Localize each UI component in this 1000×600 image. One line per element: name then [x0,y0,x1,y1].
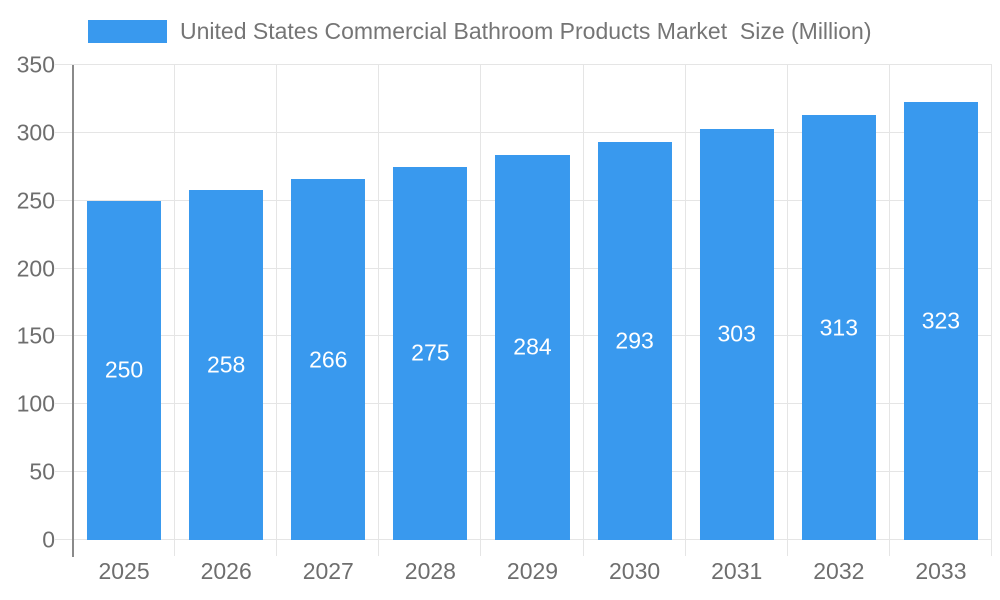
y-tick-mark-250 [55,199,73,201]
y-axis-tick-label-150: 150 [16,322,55,349]
y-tick-mark-150 [55,335,73,337]
legend-label[interactable]: United States Commercial Bathroom Produc… [180,18,872,44]
bar-value-label-2025: 250 [104,356,144,383]
h-gridline-300 [73,131,992,133]
x-axis-labels: 2025 2026 2027 2028 2029 2030 2031 2032 2033 [73,540,992,590]
y-axis-tick-label-0: 0 [42,526,55,553]
bar-slot-2029: 284 [481,65,583,540]
bar-2033[interactable]: 323 [903,101,978,540]
v-gridline-4 [480,65,482,540]
v-gridline-2 [276,65,278,540]
v-gridline-8 [888,65,890,540]
bar-value-label-2030: 293 [615,327,654,354]
v-gridline-5 [582,65,584,540]
bar-2031[interactable]: 303 [699,128,774,540]
plot-area: 250 258 266 275 284 293 303 313 323 [55,64,992,557]
y-tick-mark-200 [55,267,73,269]
bar-2032[interactable]: 313 [801,115,876,540]
x-tick-mark-4 [480,540,482,556]
y-axis-tick-label-300: 300 [16,119,55,146]
y-axis-tick-label-350: 350 [16,51,55,78]
x-tick-mark-7 [786,540,788,556]
bar-slot-2032: 313 [788,65,890,540]
bar-value-label-2026: 258 [206,351,246,378]
x-axis-tick-label-2031: 2031 [711,558,763,584]
y-axis-tick-label-250: 250 [16,187,55,214]
bar-slot-2031: 303 [686,65,788,540]
x-tick-mark-5 [582,540,584,556]
x-tick-mark-2 [276,540,278,556]
legend-item[interactable]: United States Commercial Bathroom Produc… [88,18,872,45]
bar-2028[interactable]: 275 [393,166,468,540]
y-axis-tick-label-100: 100 [16,390,55,417]
x-axis-tick-label-2032: 2032 [813,558,865,584]
y-tick-mark-100 [55,403,73,405]
bar-value-label-2031: 303 [717,320,756,347]
x-tick-mark-8 [888,540,890,556]
legend-swatch[interactable] [88,20,167,43]
v-gridline-9 [991,65,992,540]
x-axis-tick-label-2029: 2029 [506,558,559,584]
v-gridline-1 [174,65,176,540]
bar-2030[interactable]: 293 [597,142,672,540]
v-gridline-3 [378,65,380,540]
y-tick-mark-300 [55,131,73,133]
y-axis-labels: 0 50 100 150 200 250 300 350 [0,53,55,551]
y-tick-mark-0 [55,539,73,540]
bar-value-label-2027: 266 [309,346,348,372]
x-tick-mark-1 [174,540,176,556]
x-axis-tick-label-2027: 2027 [302,558,354,584]
x-axis-tick-label-2025: 2025 [98,558,150,584]
y-tick-mark-350 [55,64,73,65]
bar-slot-2025: 250 [73,65,175,540]
bar-value-label-2028: 275 [411,339,450,366]
v-gridline-6 [684,65,686,540]
x-axis-tick-label-2026: 2026 [200,558,252,584]
bar-slot-2026: 258 [175,65,277,540]
x-tick-mark-9 [991,540,992,556]
y-axis-tick-label-50: 50 [29,458,55,485]
y-axis-line [72,65,74,557]
x-axis-tick-label-2033: 2033 [915,558,967,584]
bar-2025[interactable]: 250 [87,200,162,540]
y-axis-tick-label-200: 200 [16,255,55,282]
bar-slot-2028: 275 [379,65,481,540]
h-gridline-350 [73,64,992,65]
bar-value-label-2033: 323 [921,307,961,334]
bar-2026[interactable]: 258 [189,189,264,540]
bar-2029[interactable]: 284 [495,154,570,540]
bar-2027[interactable]: 266 [291,179,366,540]
bar-slot-2033: 323 [890,65,992,540]
x-tick-mark-3 [378,540,380,556]
bar-slot-2027: 266 [277,65,379,540]
x-axis-tick-label-2028: 2028 [404,558,456,584]
x-axis-tick-label-2030: 2030 [609,558,661,584]
bar-value-label-2029: 284 [513,333,552,360]
bar-slot-2030: 293 [584,65,686,540]
v-gridline-7 [786,65,788,540]
y-tick-mark-50 [55,471,73,473]
x-tick-mark-6 [684,540,686,556]
bar-value-label-2032: 313 [819,314,858,341]
